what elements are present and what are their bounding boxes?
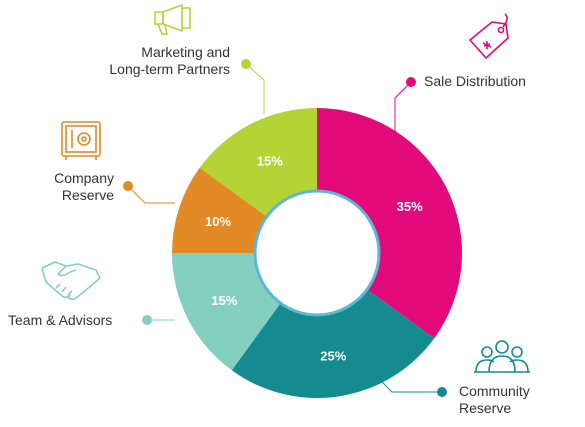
safe-icon — [61, 121, 101, 160]
label-team-advisors: Team & Advisors — [8, 312, 113, 328]
slice-value-label-0: 35% — [397, 199, 423, 214]
slice-value-labels: 35% 25% 15% 10% 15% — [205, 153, 423, 363]
label-company-line2: Reserve — [61, 187, 114, 203]
slice-value-label-2: 15% — [211, 293, 237, 308]
donut-slice-0 — [317, 108, 462, 339]
donut-slice-3 — [172, 167, 267, 253]
label-community-reserve: Community Reserve — [459, 383, 530, 417]
label-community-line1: Community — [459, 383, 530, 399]
label-company-line1: Company — [54, 170, 114, 186]
leader-line-marketing — [245, 63, 265, 114]
leader-dot-marketing — [241, 59, 251, 69]
label-sale-distribution: Sale Distribution — [424, 73, 526, 89]
leader-dot-community — [437, 387, 447, 397]
leader-line-company — [127, 185, 175, 204]
slice-value-label-3: 10% — [205, 214, 231, 229]
donut-inner-ring — [253, 189, 381, 317]
leader-line-sale — [394, 81, 412, 145]
donut-slice-1 — [231, 289, 435, 398]
donut-slice-2 — [172, 253, 281, 371]
label-marketing-line2: Long-term Partners — [109, 61, 230, 77]
donut-slice-4 — [199, 108, 317, 217]
label-marketing-partners: Marketing and Long-term Partners — [72, 44, 230, 78]
label-marketing-line1: Marketing and — [141, 44, 230, 60]
slice-value-label-1: 25% — [320, 349, 346, 364]
label-company-reserve: Company Reserve — [42, 170, 114, 204]
donut-slices — [172, 108, 462, 398]
price-tag-icon — [469, 13, 509, 59]
leader-dot-company — [123, 181, 133, 191]
slice-value-label-4: 15% — [257, 153, 283, 168]
label-community-line2: Reserve — [459, 400, 512, 416]
leader-dot-sale — [406, 77, 416, 87]
leader-dot-team — [142, 315, 152, 325]
megaphone-icon — [154, 4, 191, 35]
people-group-icon — [474, 340, 530, 373]
handshake-icon — [41, 261, 101, 301]
leader-line-community — [374, 374, 442, 393]
